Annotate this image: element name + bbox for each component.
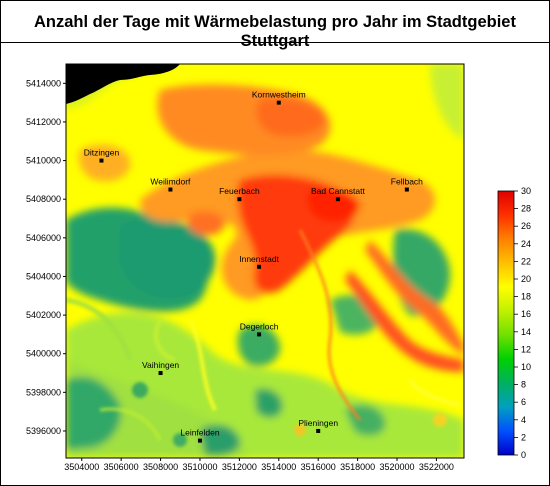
colorbar-tick-label: 20 [521, 274, 531, 284]
no-data-area [66, 64, 180, 104]
y-tick-label: 5402000 [26, 310, 61, 320]
colorbar-tick-label: 6 [521, 397, 526, 407]
y-tick-label: 5406000 [26, 233, 61, 243]
y-tick-label: 5412000 [26, 117, 61, 127]
place-markers: Kornwestheim Ditzingen Weilimdorf Feuerbach… [84, 90, 423, 443]
x-tick-label: 3522000 [419, 462, 454, 472]
colorbar-tick-label: 10 [521, 362, 531, 372]
colorbar-ramp [497, 190, 515, 456]
colorbar-tick-label: 28 [521, 204, 531, 214]
y-tick-label: 5396000 [26, 426, 61, 436]
place-marker [257, 332, 262, 337]
heat-raster [66, 64, 464, 458]
colorbar-tick-label: 4 [521, 415, 526, 425]
place-label: Plieningen [298, 418, 338, 428]
place-label: Kornwestheim [252, 90, 306, 100]
place-marker [335, 197, 340, 202]
place-marker [168, 187, 173, 192]
place-marker [316, 428, 321, 433]
colorbar-tick-label: 24 [521, 239, 531, 249]
map-title: Anzahl der Tage mit Wärmebelastung pro J… [34, 13, 516, 50]
place-marker [404, 187, 409, 192]
y-tick-label: 5404000 [26, 271, 61, 281]
colorbar-tick-label: 30 [521, 186, 531, 196]
place-label: Leinfelden [180, 428, 220, 438]
colorbar-tick-label: 8 [521, 380, 526, 390]
colorbar-tick-label: 18 [521, 292, 531, 302]
place-marker [99, 158, 104, 163]
place-label: Vaihingen [142, 360, 179, 370]
place-marker [276, 100, 281, 105]
colorbar-tick-label: 16 [521, 309, 531, 319]
raster-smooth-layer [66, 64, 464, 458]
colorbar-tick-label: 26 [521, 221, 531, 231]
raster-detail-layer [66, 229, 461, 447]
y-tick-label: 5414000 [26, 78, 61, 88]
place-label: Fellbach [391, 177, 423, 187]
y-tick-label: 5400000 [26, 349, 61, 359]
place-label: Ditzingen [84, 148, 120, 158]
x-tick-label: 3506000 [104, 462, 139, 472]
place-marker [158, 371, 163, 376]
colorbar-tick-label: 2 [521, 432, 526, 442]
x-tick-label: 3510000 [182, 462, 217, 472]
colorbar-tick-label: 0 [521, 450, 526, 460]
place-label: Feuerbach [219, 186, 260, 196]
colorbar-tick-label: 14 [521, 327, 531, 337]
x-tick-label: 3508000 [143, 462, 178, 472]
place-label: Degerloch [240, 321, 279, 331]
x-tick-label: 3512000 [222, 462, 257, 472]
y-tick-label: 5398000 [26, 387, 61, 397]
x-tick-label: 3516000 [301, 462, 336, 472]
colorbar-tick-label: 22 [521, 256, 531, 266]
place-marker [237, 197, 242, 202]
title-divider [1, 42, 549, 43]
x-tick-label: 3518000 [340, 462, 375, 472]
colorbar-tick-label: 12 [521, 344, 531, 354]
x-tick-label: 3514000 [261, 462, 296, 472]
y-tick-label: 5410000 [26, 156, 61, 166]
x-axis: 3504000 3506000 3508000 3510000 3512000 35140… [64, 458, 454, 472]
place-marker [257, 264, 262, 269]
place-marker [197, 438, 202, 443]
place-label: Innenstadt [239, 254, 279, 264]
y-tick-label: 5408000 [26, 194, 61, 204]
map-border [65, 63, 465, 459]
place-label: Weilimdorf [150, 177, 191, 187]
place-label: Bad Cannstatt [311, 186, 366, 196]
x-tick-label: 3504000 [64, 462, 99, 472]
x-tick-label: 3520000 [379, 462, 414, 472]
y-axis: 5414000 5412000 5410000 5408000 5406000 54040… [26, 78, 66, 436]
